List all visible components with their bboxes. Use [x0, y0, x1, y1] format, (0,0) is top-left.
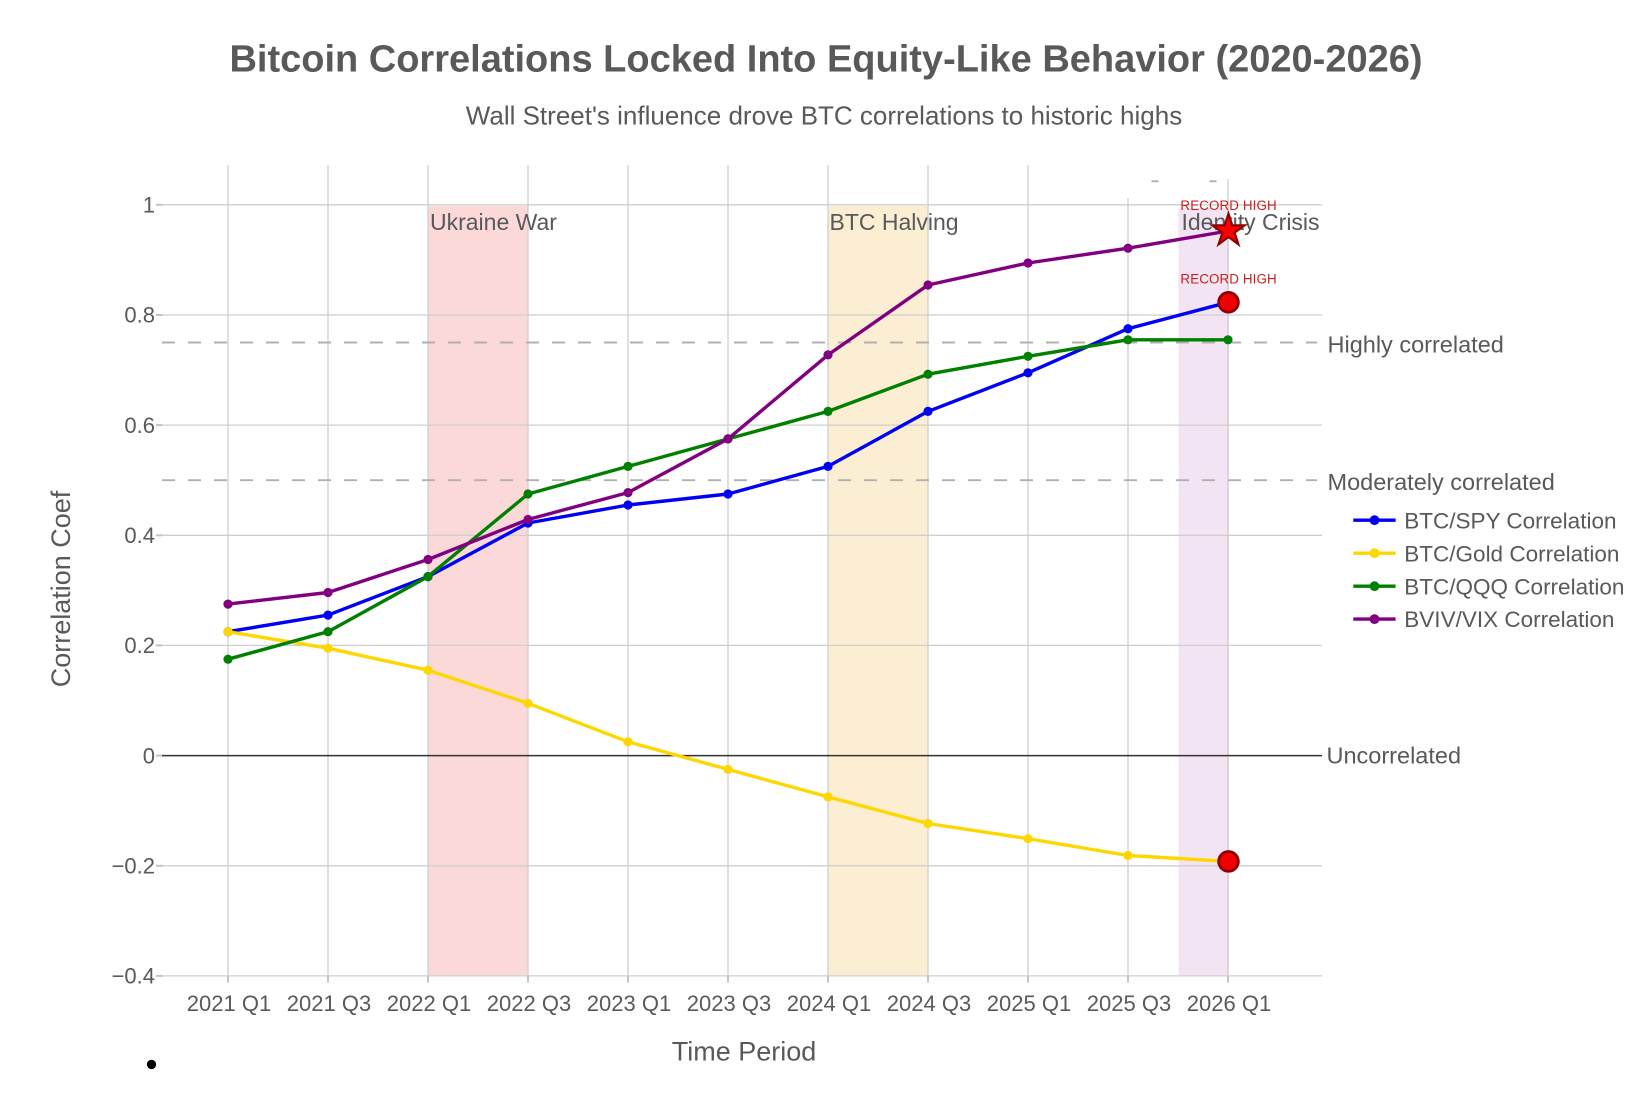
svg-text:2023 Q3: 2023 Q3 — [687, 991, 771, 1016]
svg-text:Highly correlated: Highly correlated — [1328, 332, 1504, 358]
svg-text:Wall Street's influence drove: Wall Street's influence drove BTC correl… — [466, 101, 1182, 131]
svg-text:0.2: 0.2 — [124, 633, 155, 658]
svg-text:2025 Q3: 2025 Q3 — [1087, 991, 1171, 1016]
svg-text:BTC/Gold Correlation: BTC/Gold Correlation — [1404, 541, 1619, 566]
svg-text:BTC/SPY Correlation: BTC/SPY Correlation — [1404, 508, 1616, 533]
svg-text:Bitcoin Correlations Locked In: Bitcoin Correlations Locked Into Equity-… — [229, 39, 1422, 81]
svg-text:1: 1 — [143, 193, 155, 218]
svg-text:0: 0 — [143, 743, 155, 768]
svg-text:2022 Q3: 2022 Q3 — [487, 991, 571, 1016]
svg-text:−0.4: −0.4 — [112, 964, 155, 989]
svg-text:Time Period: Time Period — [672, 1037, 817, 1067]
svg-text:2025 Q1: 2025 Q1 — [987, 991, 1071, 1016]
svg-text:2024 Q1: 2024 Q1 — [787, 991, 871, 1016]
svg-text:RECORD HIGH: RECORD HIGH — [1180, 198, 1276, 213]
svg-text:Moderately correlated: Moderately correlated — [1328, 469, 1555, 495]
svg-text:0.4: 0.4 — [124, 523, 155, 548]
svg-text:−0.2: −0.2 — [112, 854, 155, 879]
svg-text:RECORD HIGH: RECORD HIGH — [1180, 272, 1276, 287]
svg-text:0.8: 0.8 — [124, 303, 155, 328]
svg-text:BTC/QQQ Correlation: BTC/QQQ Correlation — [1404, 574, 1624, 599]
svg-text:BTC Halving: BTC Halving — [830, 209, 959, 235]
svg-text:Correlation Coef: Correlation Coef — [46, 490, 76, 687]
svg-text:Identity Crisis: Identity Crisis — [1182, 209, 1320, 235]
svg-text:Ukraine War: Ukraine War — [430, 209, 557, 235]
svg-text:2026 Q1: 2026 Q1 — [1187, 991, 1271, 1016]
svg-text:2023 Q1: 2023 Q1 — [587, 991, 671, 1016]
svg-text:Uncorrelated: Uncorrelated — [1327, 743, 1462, 769]
svg-text:2021 Q3: 2021 Q3 — [287, 991, 371, 1016]
svg-text:2021 Q1: 2021 Q1 — [187, 991, 271, 1016]
svg-text:0.6: 0.6 — [124, 413, 155, 438]
svg-text:2022 Q1: 2022 Q1 — [387, 991, 471, 1016]
svg-text:BVIV/VIX Correlation: BVIV/VIX Correlation — [1404, 607, 1614, 632]
svg-text:2024 Q3: 2024 Q3 — [887, 991, 971, 1016]
